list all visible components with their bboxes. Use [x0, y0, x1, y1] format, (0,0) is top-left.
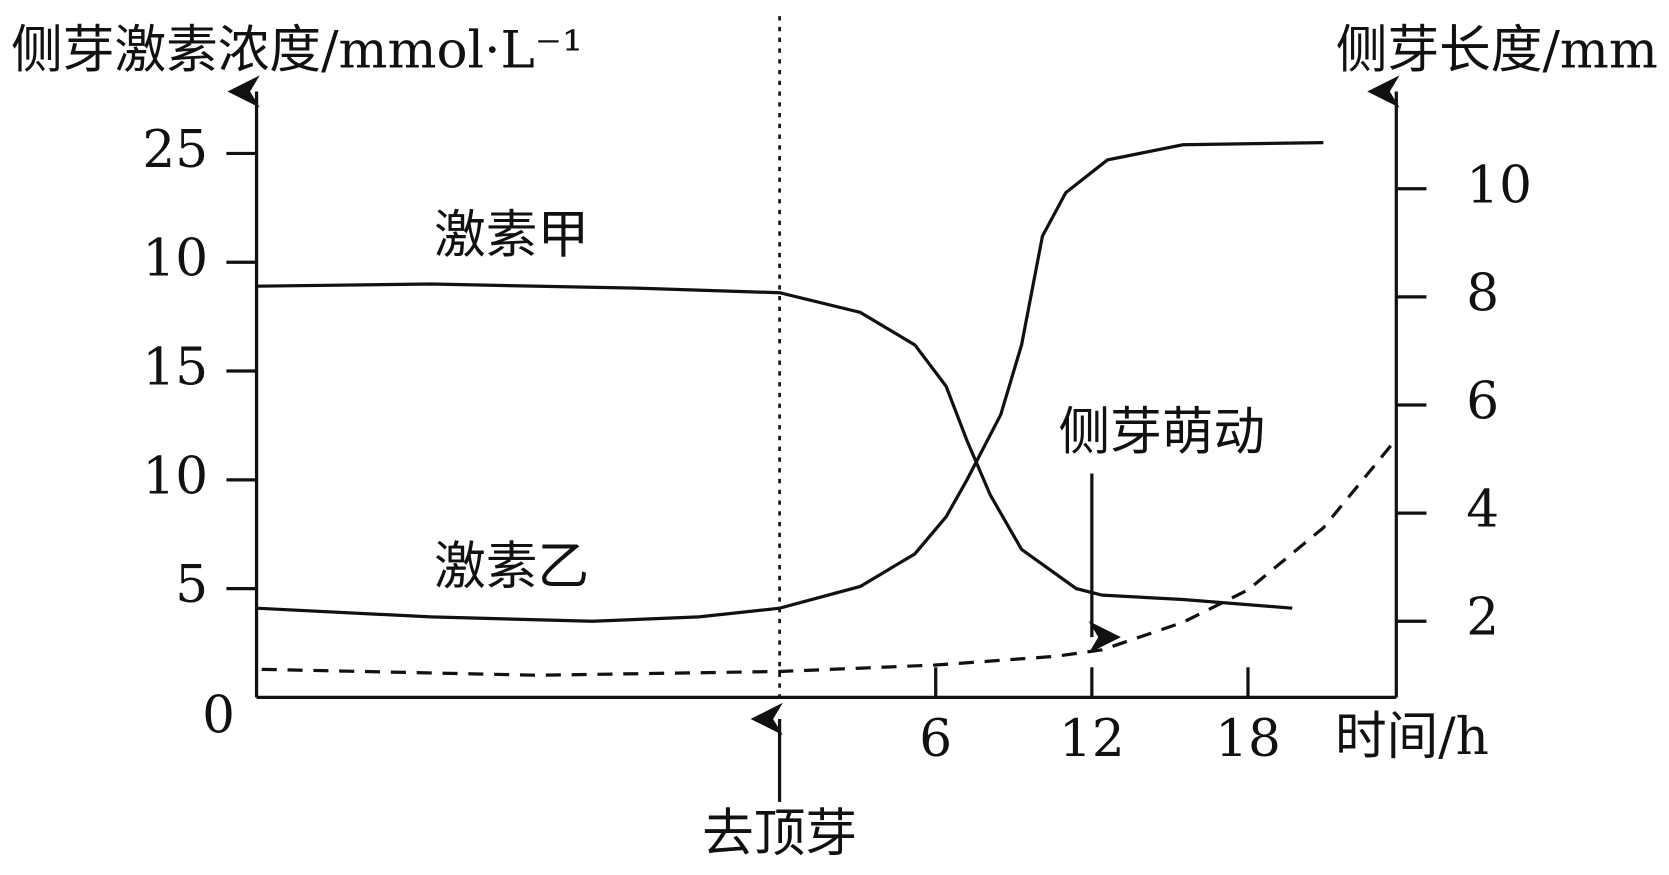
y-axis-title: 侧芽激素浓度/mmol·L⁻¹: [11, 20, 583, 80]
series-line: [256, 282, 1293, 610]
y2-axis-title: 侧芽长度/mm: [1336, 20, 1658, 80]
y2-tick-label: 10: [1466, 155, 1532, 215]
series-label: 激素乙: [434, 537, 589, 597]
annotation: 去顶芽: [702, 804, 857, 864]
x-tick-label: 12: [1059, 709, 1125, 769]
x-tick-label: 18: [1215, 709, 1281, 769]
series-label: 激素甲: [434, 205, 589, 265]
series-line: [256, 140, 1324, 623]
y-tick-label: 10: [142, 446, 208, 506]
y-tick-label: 0: [202, 685, 235, 745]
y-tick-label: 15: [142, 338, 208, 398]
y2-tick-label: 4: [1466, 480, 1499, 540]
y-tick-label: 5: [175, 555, 208, 615]
y2-tick-label: 8: [1466, 263, 1499, 323]
x-axis-title: 时间/h: [1335, 707, 1489, 767]
y2-tick-label: 2: [1466, 588, 1499, 648]
series-line: [261, 437, 1398, 677]
y2-tick-label: 6: [1466, 371, 1499, 431]
y-tick-label: 10: [142, 229, 208, 289]
y-tick-label: 25: [142, 120, 208, 180]
x-tick-label: 6: [919, 709, 952, 769]
annotation: 侧芽萌动: [1058, 402, 1265, 462]
